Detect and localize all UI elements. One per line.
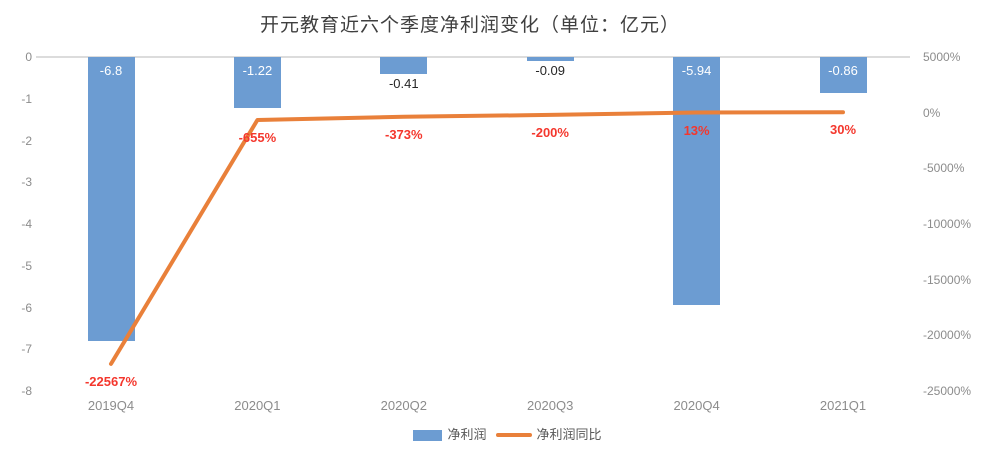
x-axis-category-label: 2020Q1 (234, 398, 281, 413)
net-profit-bar (673, 57, 721, 305)
legend-label-yoy: 净利润同比 (536, 427, 602, 442)
left-axis-tick-label: -2 (21, 133, 32, 148)
left-axis-tick-label: -4 (21, 217, 32, 231)
right-axis-tick-label: -10000% (923, 217, 972, 231)
left-axis-tick-label: -5 (21, 258, 32, 273)
right-axis-tick-label: 5000% (923, 50, 961, 64)
left-axis-tick-label: 0 (25, 50, 32, 64)
bar-value-label: -0.41 (388, 76, 419, 91)
net-profit-bar-swatch-icon (413, 429, 443, 441)
yoy-point-label: 13% (683, 122, 710, 138)
yoy-point-label: -655% (238, 129, 277, 145)
yoy-line (109, 110, 845, 366)
yoy-point-label: 30% (829, 122, 857, 138)
left-axis-tick-label: -1 (21, 91, 32, 106)
left-axis-tick-label: -8 (21, 384, 32, 398)
chart-legend: 净利润 净利润同比 (9, 427, 997, 443)
zero-gridline (36, 56, 910, 58)
bar-value-label: -0.09 (535, 63, 565, 78)
legend-item-net-profit: 净利润 (413, 427, 487, 443)
yoy-point-label: -373% (385, 126, 423, 142)
right-axis-tick-label: -15000% (923, 272, 972, 287)
bar-value-label: -6.8 (99, 63, 123, 78)
right-axis-tick-label: 0% (923, 105, 941, 120)
x-axis-category-label: 2020Q4 (673, 398, 720, 413)
legend-label-net-profit: 净利润 (447, 427, 487, 442)
x-axis-category-label: 2019Q4 (87, 398, 135, 413)
net-profit-bar (526, 57, 574, 61)
net-profit-bar (819, 57, 867, 93)
net-profit-bar (380, 57, 428, 74)
yoy-line-swatch-icon (495, 433, 532, 437)
chart-title: 开元教育近六个季度净利润变化（单位：亿元） (259, 15, 680, 36)
bar-value-label: -0.86 (828, 63, 858, 78)
bar-value-label: -5.94 (681, 63, 712, 78)
right-axis-tick-label: -25000% (923, 384, 972, 398)
left-axis-tick-label: -6 (21, 300, 32, 315)
right-axis-tick-label: -5000% (923, 161, 965, 176)
yoy-point-label: -200% (531, 124, 569, 140)
net-profit-bar (87, 57, 135, 341)
x-axis-category-label: 2020Q2 (380, 398, 427, 413)
legend-item-yoy: 净利润同比 (495, 427, 602, 443)
left-axis-tick-label: -7 (21, 342, 32, 357)
yoy-point-label: -22567% (84, 373, 138, 389)
x-axis-category-label: 2020Q3 (527, 398, 574, 413)
right-axis-tick-label: -20000% (923, 328, 972, 343)
bar-value-label: -1.22 (242, 63, 273, 78)
net-profit-bar (233, 57, 281, 108)
left-axis-tick-label: -3 (21, 175, 32, 190)
x-axis-category-label: 2021Q1 (819, 398, 867, 413)
